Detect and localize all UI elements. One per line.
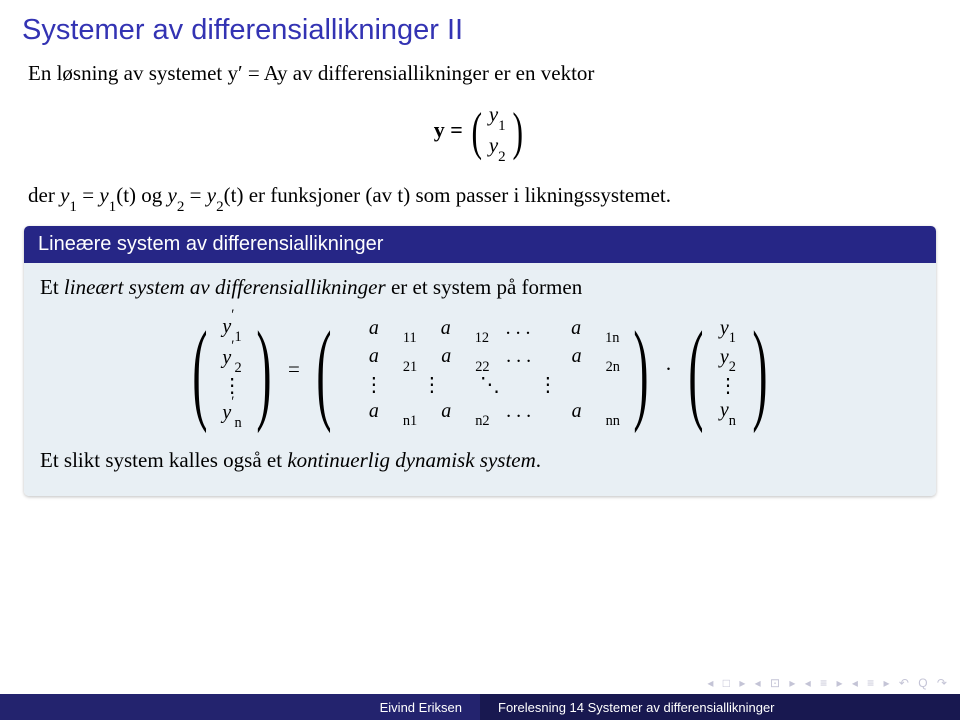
matrix-A: a11 a12 . . . a1n a21 a22 . . . a2n	[343, 313, 622, 431]
slide-title: Systemer av differensiallikninger II	[0, 0, 960, 59]
footer-lecture: Forelesning 14 Systemer av differensiall…	[480, 694, 960, 720]
slide-content: En løsning av systemet y′ = Ay av differ…	[0, 59, 960, 222]
beamer-nav-icons[interactable]: ◂ □ ▸ ◂ ⊡ ▸ ◂ ≡ ▸ ◂ ≡ ▸ ↶ Q ↷	[707, 676, 950, 690]
bridge-paragraph: der y1 = y1(t) og y2 = y2(t) er funksjon…	[28, 181, 932, 214]
matrix-equation: ( y′1 y′2 ⋮ y′n ) = ( a11 a12	[40, 311, 920, 432]
slide-footer: Eivind Eriksen Forelesning 14 Systemer a…	[0, 694, 960, 720]
footer-author: Eivind Eriksen	[0, 694, 480, 720]
vector-y: y1 y2 ⋮ yn	[715, 314, 741, 430]
vector-yprime: y′1 y′2 ⋮ y′n	[219, 311, 245, 432]
intro-paragraph: En løsning av systemet y′ = Ay av differ…	[28, 59, 932, 87]
block-body-line: Et lineært system av differensiallikning…	[40, 273, 920, 301]
vector-equation: y = ( y1 y2 )	[28, 99, 932, 165]
definition-block: Lineære system av differensiallikninger …	[24, 226, 936, 496]
block-header: Lineære system av differensiallikninger	[24, 226, 936, 263]
block-tail-line: Et slikt system kalles også et kontinuer…	[40, 446, 920, 474]
block-body: Et lineært system av differensiallikning…	[24, 263, 936, 496]
